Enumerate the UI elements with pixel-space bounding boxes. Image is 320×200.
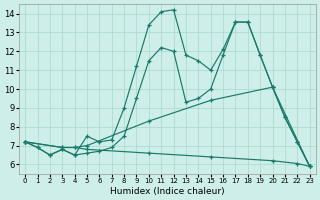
X-axis label: Humidex (Indice chaleur): Humidex (Indice chaleur) <box>110 187 225 196</box>
